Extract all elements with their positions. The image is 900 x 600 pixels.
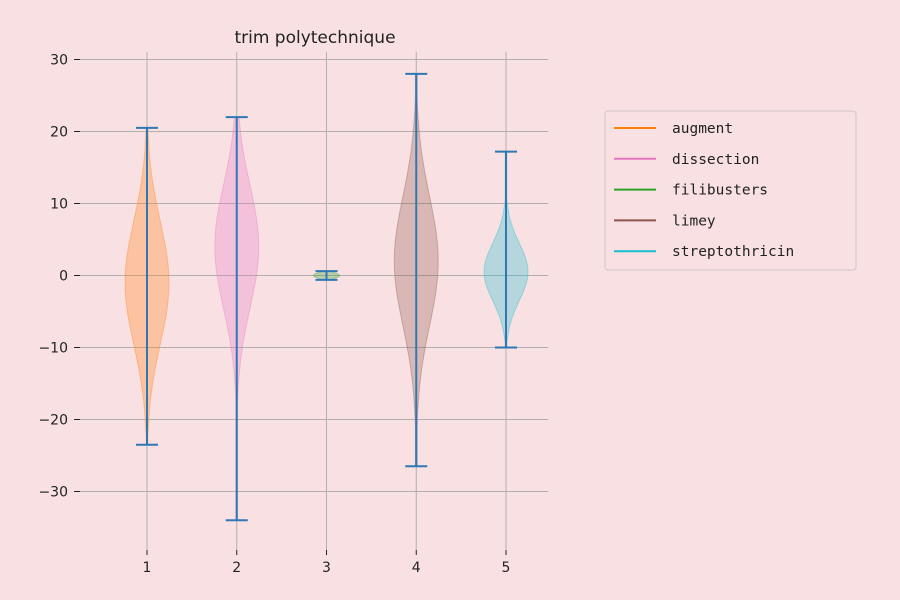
legend-label-filibusters: filibusters [672, 183, 768, 199]
y-tick-label: 20 [50, 125, 68, 141]
legend-label-limey: limey [672, 213, 716, 229]
legend-label-dissection: dissection [672, 152, 759, 168]
y-tick-label: 0 [59, 269, 68, 285]
y-tick-label: −10 [38, 341, 68, 357]
legend-label-augment: augment [672, 121, 733, 137]
chart-title: trim polytechnique [234, 28, 395, 48]
legend-frame [604, 110, 857, 271]
x-tick-label: 2 [232, 560, 241, 576]
x-tick-label: 1 [143, 560, 152, 576]
y-tick-label: 10 [50, 197, 68, 213]
y-tick-label: −20 [38, 413, 68, 429]
extrema-lines [136, 72, 517, 522]
x-tick-label: 5 [502, 560, 511, 576]
y-tick-label: 30 [50, 53, 68, 69]
axes: 30 20 10 0 −10 −20 −30 1 2 3 4 5 [38, 53, 510, 577]
legend-label-streptothricin: streptothricin [672, 244, 794, 260]
y-tick-label: −30 [38, 485, 68, 501]
legend: augment dissection filibusters limey strepto… [604, 110, 857, 271]
x-tick-label: 3 [322, 560, 331, 576]
x-tick-label: 4 [412, 560, 421, 576]
